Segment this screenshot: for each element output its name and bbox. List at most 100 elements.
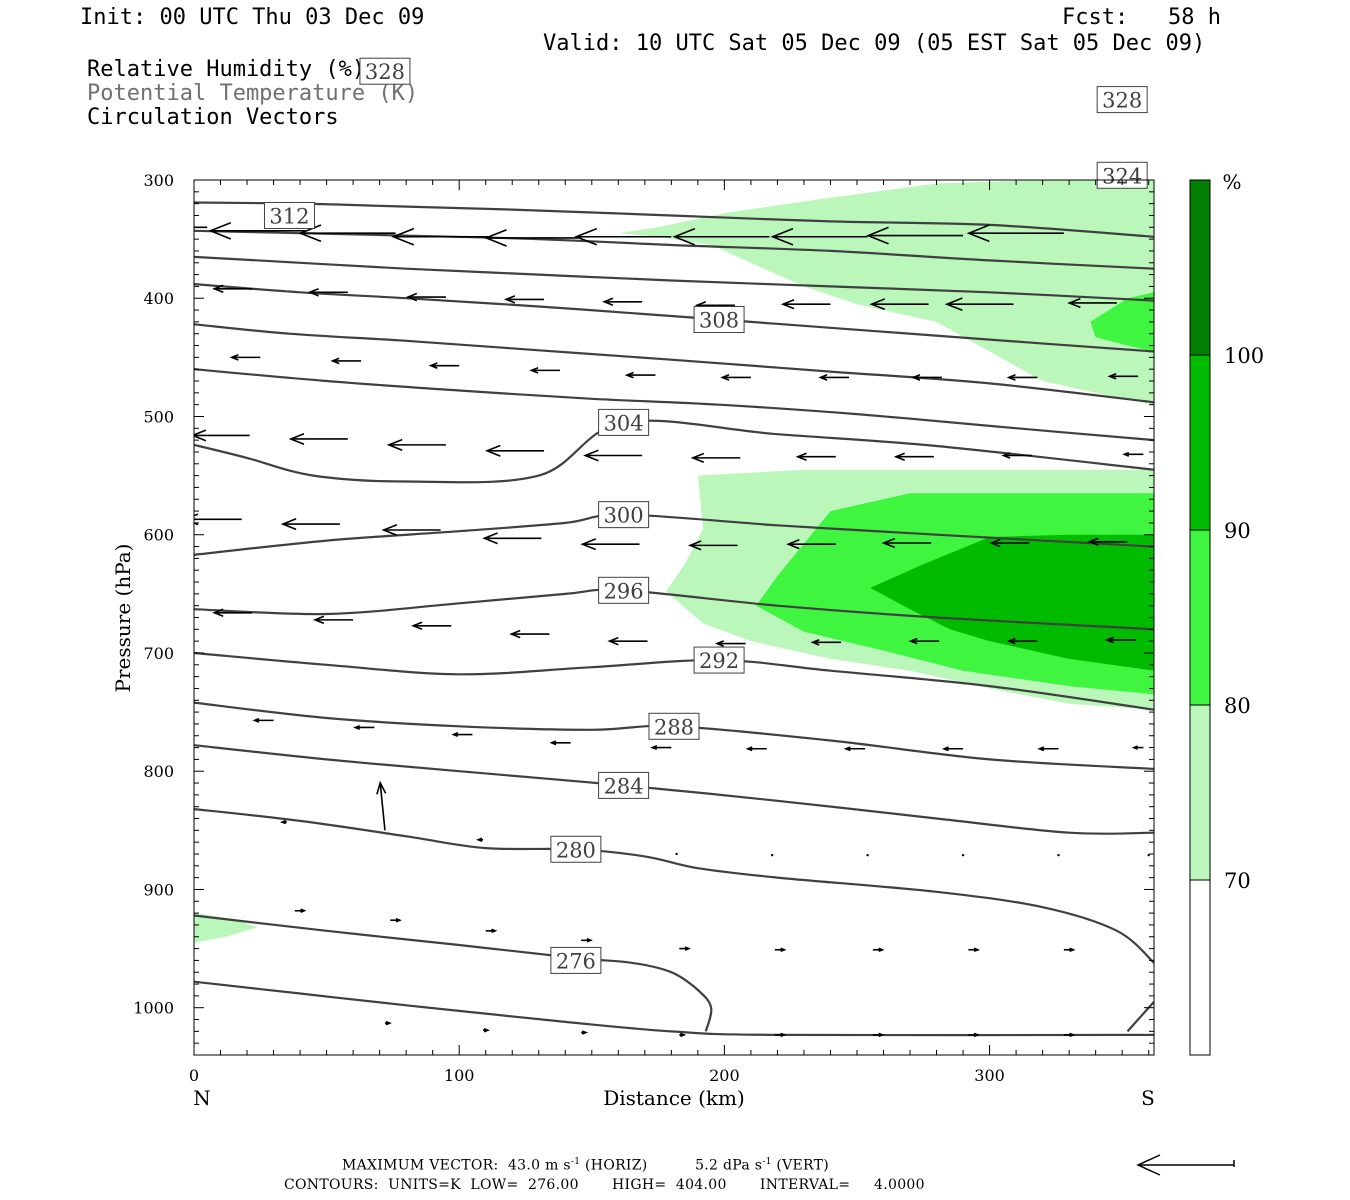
circulation-vector	[810, 638, 842, 646]
theta-contour-15	[194, 201, 1154, 238]
circulation-vector	[1104, 636, 1136, 644]
circulation-vector	[484, 444, 545, 457]
field-name-rh: Relative Humidity (%)	[87, 57, 366, 82]
rh-region-70-0	[618, 180, 1154, 405]
field-name-vectors: Circulation Vectors	[87, 105, 339, 130]
y-tick-label: 1000	[133, 999, 174, 1018]
circulation-vector	[780, 299, 831, 310]
svg-text:312: 312	[269, 204, 309, 228]
circulation-vector	[580, 538, 640, 551]
contour-label-276: 276	[550, 946, 602, 974]
circulation-vector	[687, 540, 738, 551]
circulation-vector	[672, 227, 770, 246]
theta-contour-284	[194, 744, 1154, 835]
y-axis-label: Pressure (hPa)	[111, 544, 135, 693]
circulation-vector	[405, 292, 446, 302]
svg-text:300: 300	[604, 504, 644, 528]
colorbar-level-label: 90	[1224, 519, 1251, 543]
x-axis-label: Distance (km)	[603, 1086, 745, 1110]
contour-label-292: 292	[693, 646, 745, 674]
y-tick-label: 300	[143, 171, 174, 190]
x-tick-label: 300	[974, 1066, 1005, 1085]
circulation-vector	[872, 1032, 885, 1038]
contour-label-296: 296	[598, 576, 650, 604]
circulation-vector	[212, 608, 253, 618]
colorbar: 70 80 90 100	[1189, 179, 1264, 1056]
circulation-vector	[288, 432, 348, 445]
circulation-vector	[549, 740, 571, 746]
contour-label-280: 280	[550, 835, 602, 863]
rh-region-70-5	[194, 913, 258, 943]
x-tick-label: 0	[189, 1066, 199, 1085]
colorbar-swatch	[1190, 355, 1210, 530]
circulation-vector	[280, 518, 340, 531]
circulation-vector	[476, 837, 484, 843]
theta-contour-280	[194, 808, 1154, 964]
svg-text:304: 304	[604, 411, 644, 435]
circulation-vector	[843, 746, 865, 752]
contour-info: CONTOURS: UNITS=K LOW= 276.00 HIGH= 404.…	[284, 1177, 925, 1193]
circulation-vector	[1057, 853, 1060, 857]
svg-text:328: 328	[1102, 89, 1142, 113]
circulation-vector	[1107, 372, 1139, 380]
circulation-vector	[774, 1032, 787, 1038]
circulation-vector	[574, 227, 672, 246]
axes: 300 400 500 600 700 800 900 1000 0 100 200 300	[133, 171, 1154, 1085]
colorbar-unit: %	[1222, 170, 1241, 194]
circulation-vector	[770, 853, 774, 857]
circulation-vector	[194, 429, 250, 442]
colorbar-swatch	[1190, 705, 1210, 880]
circulation-vector	[872, 947, 885, 952]
theta-contour-308	[194, 368, 1154, 442]
theta-contour-292	[194, 651, 1154, 711]
circulation-vector	[208, 221, 306, 240]
circulation-vector	[386, 438, 446, 451]
svg-text:292: 292	[699, 649, 739, 673]
forecast-hour: Fcst: 58 h	[1062, 5, 1221, 30]
circulation-vector	[482, 532, 542, 545]
circulation-vector	[607, 636, 648, 646]
circulation-vector	[194, 513, 242, 526]
svg-text:296: 296	[604, 579, 644, 603]
colorbar-level-label: 70	[1224, 869, 1251, 893]
circulation-vector	[869, 298, 929, 311]
y-tick-label: 800	[143, 762, 174, 781]
max-vector-arrow-icon	[1136, 1154, 1235, 1176]
circulation-vector	[624, 371, 656, 379]
circulation-vector	[294, 908, 307, 913]
circulation-vector	[229, 353, 261, 361]
circulation-vector	[384, 1020, 392, 1026]
valid-time: Valid: 10 UTC Sat 05 Dec 09 (05 EST Sat …	[543, 31, 1206, 56]
circulation-vector	[1001, 452, 1033, 459]
circulation-vector	[252, 717, 274, 723]
circulation-vector	[390, 917, 402, 923]
circulation-vector	[818, 374, 850, 381]
theta-contour-324	[194, 255, 1154, 302]
y-tick-label: 400	[143, 289, 174, 308]
contour-label-284: 284	[598, 771, 650, 799]
y-tick-label: 900	[143, 880, 174, 899]
circulation-vector	[583, 449, 643, 462]
theta-contour-276	[194, 980, 1154, 1037]
circulation-vector	[1147, 853, 1150, 857]
circulation-vector	[529, 366, 560, 374]
circulation-vector	[483, 1027, 490, 1033]
init-time: Init: 00 UTC Thu 03 Dec 09	[80, 5, 425, 30]
svg-text:308: 308	[699, 309, 739, 333]
circulation-vector	[690, 452, 741, 464]
circulation-vector	[509, 629, 550, 639]
svg-text:280: 280	[556, 838, 596, 862]
circulation-vector	[650, 745, 672, 751]
contour-label-312: 312	[263, 201, 315, 229]
theta-contour-304	[194, 419, 1154, 484]
circulation-vector	[312, 615, 354, 625]
circulation-vector	[381, 523, 441, 537]
circulation-vector	[968, 1032, 981, 1038]
y-tick-label: 600	[143, 526, 174, 545]
circulation-vector	[961, 853, 965, 857]
circulation-vector	[279, 819, 287, 825]
circulation-vector	[484, 229, 582, 247]
circulation-vector	[1131, 745, 1144, 750]
svg-text:288: 288	[654, 715, 694, 739]
